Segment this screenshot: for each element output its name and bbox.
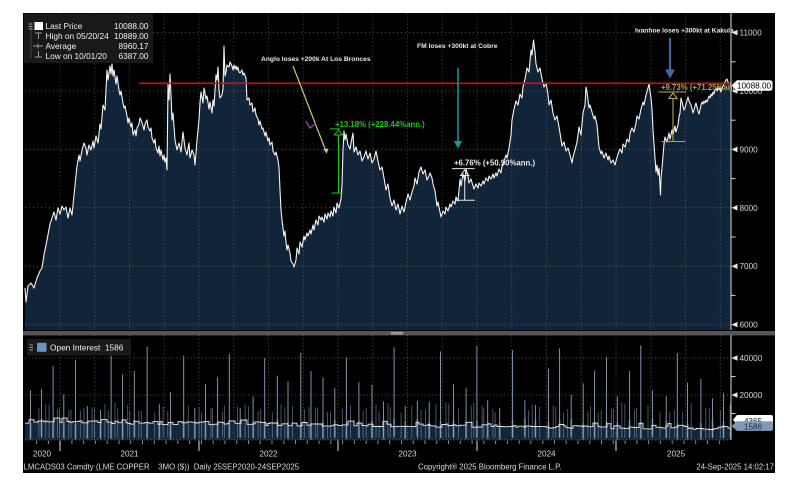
svg-text:+13.18% (+228.44%ann.): +13.18% (+228.44%ann.) xyxy=(335,120,425,129)
svg-text:+6.76% (+50.90%ann.): +6.76% (+50.90%ann.) xyxy=(454,159,535,168)
svg-text:8000: 8000 xyxy=(740,204,759,213)
svg-text:Last Price: Last Price xyxy=(46,21,83,31)
svg-text:Anglo loses +200k At Los Bronc: Anglo loses +200k At Los Bronces xyxy=(261,56,371,63)
svg-text:10088.00: 10088.00 xyxy=(114,21,149,31)
svg-text:2024: 2024 xyxy=(537,450,556,459)
svg-text:2025: 2025 xyxy=(667,450,686,459)
svg-text:2020: 2020 xyxy=(33,450,52,459)
svg-text:+9.73% (+71.25%ann.: +9.73% (+71.25%ann. xyxy=(661,83,739,92)
svg-text:6000: 6000 xyxy=(740,321,759,330)
svg-text:10889.00: 10889.00 xyxy=(114,31,149,41)
svg-text:Copyright® 2025 Bloomberg Fina: Copyright® 2025 Bloomberg Finance L.P. xyxy=(418,463,561,472)
svg-text:Low on 10/01/20: Low on 10/01/20 xyxy=(46,51,108,61)
svg-text:7000: 7000 xyxy=(740,262,759,271)
svg-text:40000: 40000 xyxy=(740,354,763,363)
svg-text:9000: 9000 xyxy=(740,145,759,154)
svg-text:10000: 10000 xyxy=(740,87,763,96)
svg-text:24-Sep-2025 14:02:17: 24-Sep-2025 14:02:17 xyxy=(696,463,774,472)
svg-text:Ivanhoe loses +300kt at Kakula: Ivanhoe loses +300kt at Kakula xyxy=(635,28,734,35)
svg-text:11000: 11000 xyxy=(740,29,763,38)
svg-text:High on 05/20/24: High on 05/20/24 xyxy=(46,31,110,41)
svg-text:2023: 2023 xyxy=(398,450,417,459)
svg-text:2021: 2021 xyxy=(120,450,139,459)
svg-text:8960.17: 8960.17 xyxy=(119,41,149,51)
svg-text:FM loses +300kt at Cobre: FM loses +300kt at Cobre xyxy=(417,43,498,50)
svg-text:20000: 20000 xyxy=(740,391,763,400)
svg-text:1586: 1586 xyxy=(744,423,763,432)
svg-text:Open Interest 1586: Open Interest 1586 xyxy=(50,343,124,353)
svg-text:10088.00: 10088.00 xyxy=(737,82,772,91)
svg-text:2022: 2022 xyxy=(259,450,278,459)
svg-text:LMCADS03 Comdty (LME COPPER: LMCADS03 Comdty (LME COPPER 3MO ($)) Dai… xyxy=(24,463,300,472)
svg-text:Average: Average xyxy=(46,41,77,51)
svg-text:6387.00: 6387.00 xyxy=(119,51,149,61)
